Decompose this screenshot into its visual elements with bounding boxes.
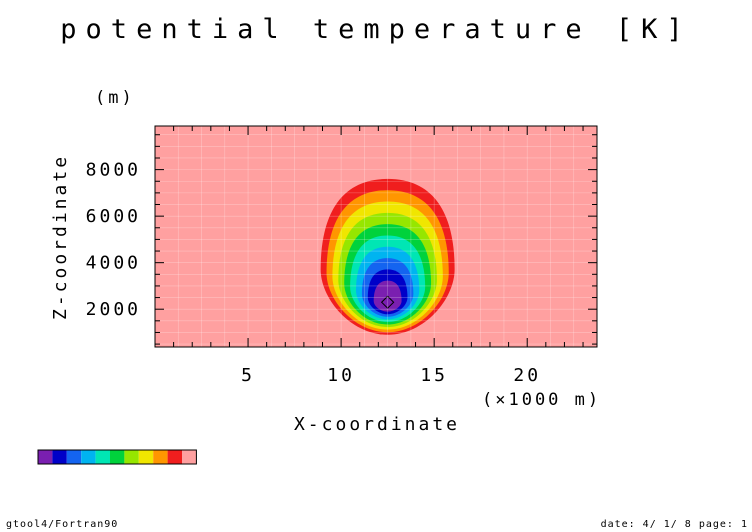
contour-minimum-marker: [380, 295, 395, 309]
x-axis: 5 10 15 20: [173, 126, 584, 386]
plot-frame: [154, 125, 598, 348]
y-axis: 2000 4000 6000 8000: [86, 134, 597, 345]
colorbar-swatch: [167, 450, 182, 464]
chart-title: potential temperature [K]: [60, 14, 691, 45]
colorbar-swatch: [153, 450, 168, 464]
y-axis-label: Z-coordinate: [50, 154, 71, 320]
x-tick-label: 5: [241, 365, 255, 386]
y-tick-label: 6000: [86, 206, 141, 227]
grid-lines: [155, 126, 597, 347]
colorbar-swatch: [95, 450, 110, 464]
colorbar-swatch: [182, 450, 197, 464]
colorbar-swatch: [81, 450, 96, 464]
footer-left: gtool4/Fortran90: [6, 519, 118, 530]
y-tick-label: 8000: [86, 160, 141, 181]
colorbar-swatch: [124, 450, 139, 464]
colorbar: [37, 449, 197, 465]
colorbar-swatch: [66, 450, 82, 464]
y-axis-unit: (m): [95, 88, 135, 108]
x-axis-label: X-coordinate: [294, 414, 460, 435]
x-tick-label: 20: [513, 365, 541, 386]
colorbar-swatch: [110, 450, 125, 464]
y-tick-label: 4000: [86, 253, 141, 274]
plot-area: [154, 125, 598, 348]
x-tick-label: 10: [327, 365, 355, 386]
colorbar-swatch: [138, 450, 154, 464]
colorbar-swatch: [38, 450, 53, 464]
footer-right: date: 4/ 1/ 8 page: 1: [601, 519, 748, 530]
x-axis-unit: (×1000 m): [482, 390, 601, 410]
colorbar-frame: [37, 449, 197, 465]
colorbar-swatch: [52, 450, 67, 464]
x-tick-label: 15: [420, 365, 448, 386]
y-tick-label: 2000: [86, 299, 141, 320]
contour-fills: [320, 178, 455, 335]
